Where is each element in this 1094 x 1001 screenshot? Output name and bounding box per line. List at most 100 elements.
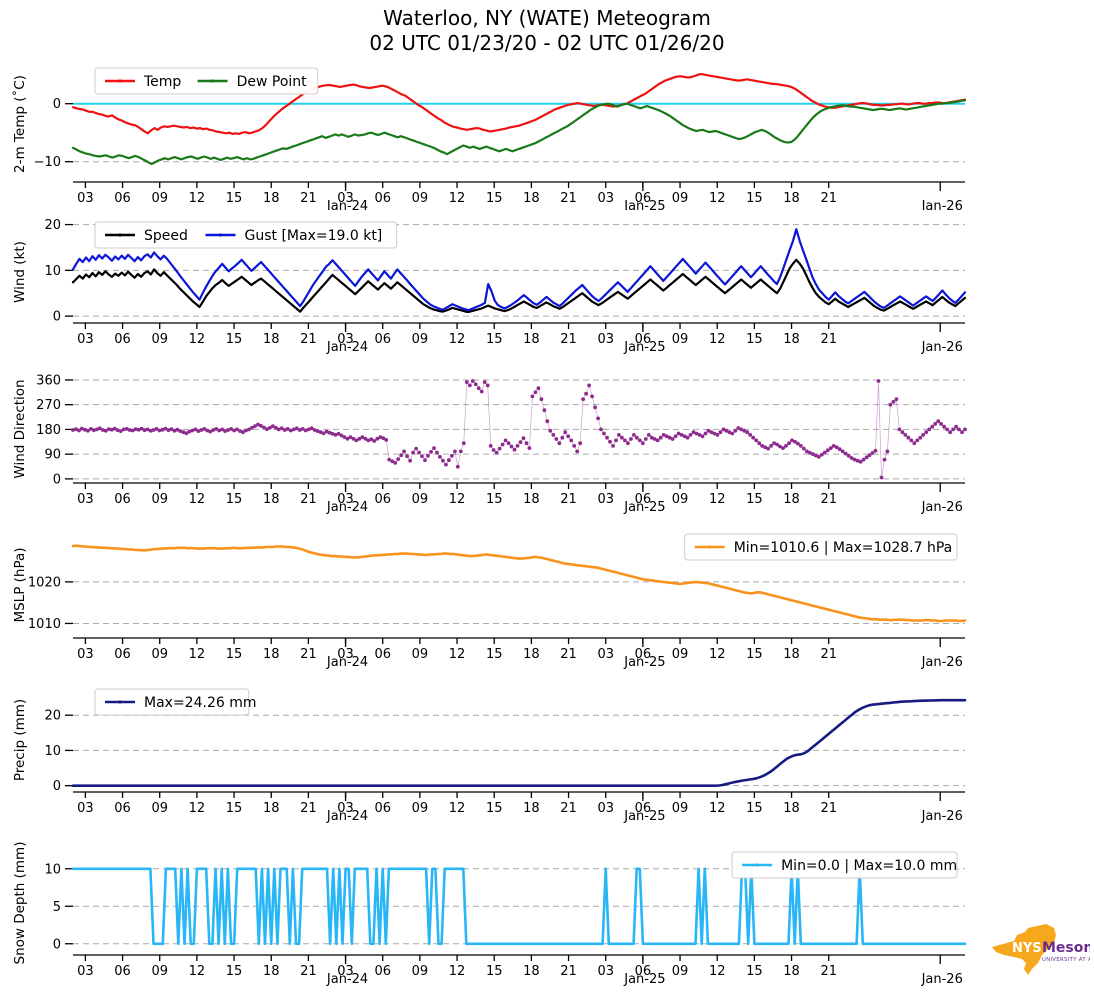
x-tick-hour: 09 — [672, 492, 689, 507]
x-tick-day: Jan-25 — [623, 500, 665, 515]
x-tick-hour: 18 — [263, 964, 280, 979]
y-tick-label: 360 — [36, 373, 61, 388]
y-tick-label: 20 — [44, 709, 61, 724]
series-gust — [71, 228, 967, 312]
y-tick-label: 0 — [53, 472, 61, 487]
x-tick-hour: 06 — [114, 332, 131, 347]
x-tick-day: Jan-24 — [326, 972, 368, 987]
y-tick-label: 1020 — [28, 575, 61, 590]
series-mslp — [71, 544, 967, 623]
x-tick-day: Jan-26 — [921, 972, 963, 987]
x-tick-hour: 18 — [263, 801, 280, 816]
series-snow-depth — [71, 867, 967, 946]
y-axis-label-wind_direction: Wind Direction — [12, 379, 28, 479]
x-tick-hour: 09 — [151, 332, 168, 347]
new-york-state-shape — [992, 924, 1056, 975]
x-tick-hour: 15 — [486, 801, 503, 816]
x-tick-hour: 21 — [560, 964, 577, 979]
x-tick-hour: 15 — [486, 647, 503, 662]
x-tick-hour: 21 — [560, 191, 577, 206]
x-tick-hour: 03 — [597, 964, 614, 979]
x-tick-hour: 09 — [672, 191, 689, 206]
x-tick-hour: 15 — [226, 332, 243, 347]
x-tick-hour: 06 — [374, 801, 391, 816]
title-line-2: 02 UTC 01/23/20 - 02 UTC 01/26/20 — [369, 31, 725, 55]
x-tick-hour: 18 — [783, 801, 800, 816]
x-tick-hour: 12 — [449, 647, 466, 662]
y-axis-label-temperature: 2-m Temp (˚C) — [12, 75, 28, 173]
x-tick-hour: 09 — [412, 332, 429, 347]
x-tick-hour: 15 — [746, 191, 763, 206]
legend-label: Min=0.0 | Max=10.0 mm — [781, 858, 957, 874]
x-tick-day: Jan-26 — [921, 809, 963, 824]
x-tick-hour: 03 — [597, 647, 614, 662]
x-tick-hour: 15 — [746, 964, 763, 979]
x-tick-hour: 21 — [820, 801, 837, 816]
legend-label: Min=1010.6 | Max=1028.7 hPa — [734, 540, 953, 556]
series-direction — [71, 379, 967, 480]
logo-mesonet-text: Mesonet — [1042, 940, 1090, 956]
x-tick-hour: 09 — [412, 647, 429, 662]
x-tick-hour: 15 — [746, 492, 763, 507]
x-tick-hour: 21 — [820, 647, 837, 662]
x-tick-hour: 06 — [635, 964, 652, 979]
x-tick-hour: 06 — [635, 492, 652, 507]
x-tick-hour: 21 — [560, 647, 577, 662]
x-tick-day: Jan-26 — [921, 500, 963, 515]
x-tick-hour: 15 — [226, 492, 243, 507]
x-tick-day: Jan-25 — [623, 340, 665, 355]
x-tick-day: Jan-25 — [623, 972, 665, 987]
x-tick-hour: 21 — [820, 332, 837, 347]
x-tick-hour: 03 — [77, 647, 94, 662]
x-tick-hour: 18 — [783, 332, 800, 347]
x-tick-hour: 09 — [412, 964, 429, 979]
x-tick-hour: 21 — [560, 332, 577, 347]
x-tick-hour: 12 — [189, 801, 206, 816]
x-tick-hour: 12 — [449, 492, 466, 507]
x-tick-hour: 12 — [189, 191, 206, 206]
x-tick-hour: 06 — [114, 191, 131, 206]
x-tick-hour: 15 — [746, 332, 763, 347]
x-tick-hour: 09 — [672, 801, 689, 816]
panel-mslp: 1010 1020 03 06 09 12 15 18 21 03 06 09 12 15 18 21 03 06… — [0, 520, 1094, 675]
x-tick-hour: 03 — [597, 492, 614, 507]
panel-precip: 0 10 20 03 06 09 12 15 18 21 03 06 09 12 15 18 21 03 06 09 1… — [0, 675, 1094, 838]
y-axis-label-precip: Precip (mm) — [12, 698, 28, 781]
x-tick-hour: 06 — [114, 964, 131, 979]
x-tick-hour: 06 — [114, 647, 131, 662]
x-tick-hour: 12 — [189, 492, 206, 507]
y-tick-label: 0 — [53, 779, 61, 794]
x-tick-hour: 03 — [77, 191, 94, 206]
x-tick-hour: 06 — [635, 332, 652, 347]
legend-label: Temp — [143, 74, 181, 90]
y-tick-label: 180 — [36, 423, 61, 438]
x-tick-hour: 09 — [151, 492, 168, 507]
x-tick-hour: 06 — [114, 492, 131, 507]
x-tick-hour: 18 — [523, 492, 540, 507]
x-tick-hour: 18 — [783, 492, 800, 507]
x-tick-hour: 18 — [523, 647, 540, 662]
legend-label: Gust [Max=19.0 kt] — [245, 228, 383, 244]
x-tick-hour: 09 — [672, 647, 689, 662]
legend-label: Dew Point — [237, 74, 308, 90]
series-precip — [71, 698, 967, 787]
x-tick-hour: 15 — [226, 801, 243, 816]
panel-snow_depth: 0 5 10 03 06 09 12 15 18 21 03 06 09 12 15 18 21 03 06 09 12… — [0, 838, 1094, 1001]
legend-mslp: Min=1010.6 | Max=1028.7 hPa — [684, 533, 958, 561]
nys-mesonet-logo: NYS Mesonet UNIVERSITY AT ALBANY — [984, 919, 1090, 981]
x-tick-hour: 15 — [486, 492, 503, 507]
title-line-1: Waterloo, NY (WATE) Meteogram — [383, 6, 711, 30]
x-tick-day: Jan-26 — [921, 655, 963, 670]
panel-wind_direction: 0 90 180 270 360 03 06 09 12 15 18 21 03 06 09 12 15 18 21… — [0, 365, 1094, 520]
x-tick-hour: 09 — [672, 332, 689, 347]
x-tick-hour: 12 — [449, 964, 466, 979]
x-tick-hour: 15 — [486, 332, 503, 347]
x-tick-hour: 09 — [151, 801, 168, 816]
x-tick-hour: 09 — [151, 964, 168, 979]
x-tick-hour: 06 — [374, 492, 391, 507]
x-tick-hour: 09 — [151, 647, 168, 662]
series-speed — [71, 258, 967, 314]
y-tick-label: 0 — [53, 310, 61, 325]
x-tick-hour: 06 — [635, 191, 652, 206]
